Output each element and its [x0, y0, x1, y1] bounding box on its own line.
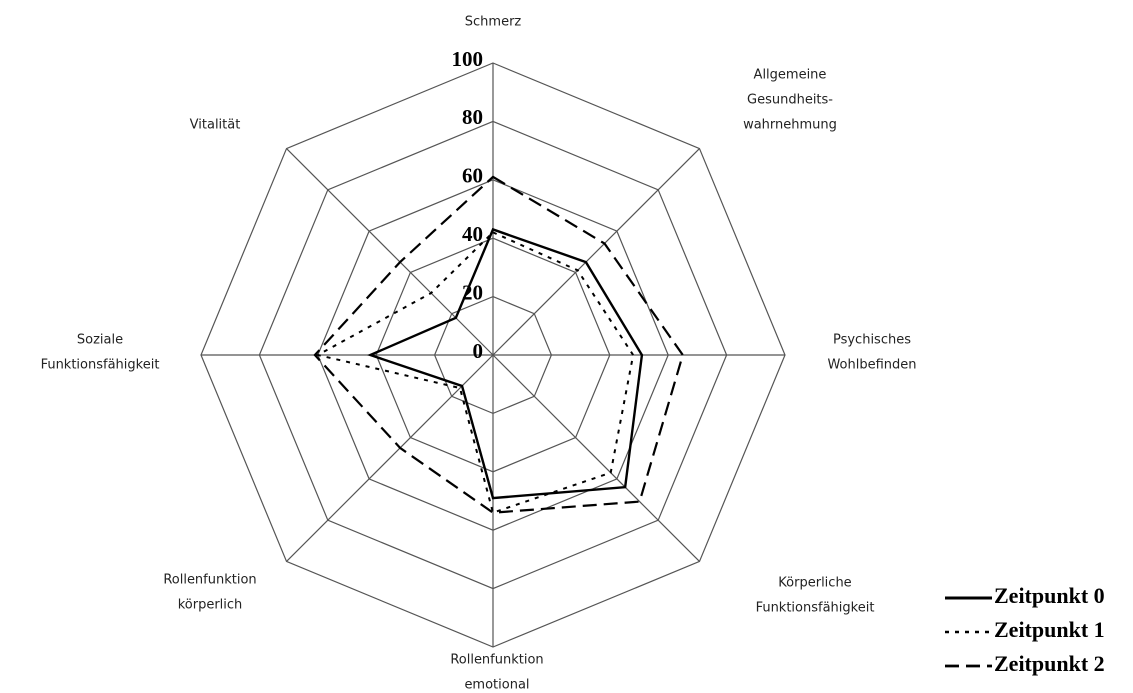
category-label: Körperliche: [778, 576, 851, 591]
category-label: Soziale: [77, 333, 123, 348]
category-label: Psychisches: [833, 333, 911, 348]
legend-label: Zeitpunkt 1: [994, 617, 1105, 642]
category-label: Allgemeine: [754, 68, 827, 83]
category-label: Schmerz: [465, 15, 522, 30]
axis-spoke: [286, 148, 494, 356]
tick-label: 60: [462, 164, 483, 188]
category-label: Wohlbefinden: [827, 358, 916, 373]
category-label: Rollenfunktion: [163, 573, 256, 588]
category-label: Funktionsfähigkeit: [756, 601, 875, 616]
category-label: Funktionsfähigkeit: [41, 358, 160, 373]
tick-label: 80: [462, 105, 483, 129]
category-label: Rollenfunktion: [450, 653, 543, 668]
tick-label: 0: [473, 339, 484, 363]
legend-label: Zeitpunkt 2: [994, 651, 1105, 676]
tick-label: 100: [452, 47, 484, 71]
axis-spoke: [286, 354, 494, 562]
category-label: Gesundheits-: [747, 93, 833, 108]
category-label: Vitalität: [190, 118, 241, 133]
axis-spoke: [492, 354, 700, 562]
series-line: [367, 227, 644, 500]
series-line: [313, 175, 685, 514]
axis-spoke: [492, 148, 700, 356]
tick-label: 20: [462, 280, 483, 304]
legend-label: Zeitpunkt 0: [994, 583, 1105, 608]
category-label: wahrnehmung: [743, 118, 837, 133]
tick-label: 40: [462, 222, 483, 246]
category-label: emotional: [464, 678, 529, 693]
category-label: körperlich: [178, 598, 243, 613]
